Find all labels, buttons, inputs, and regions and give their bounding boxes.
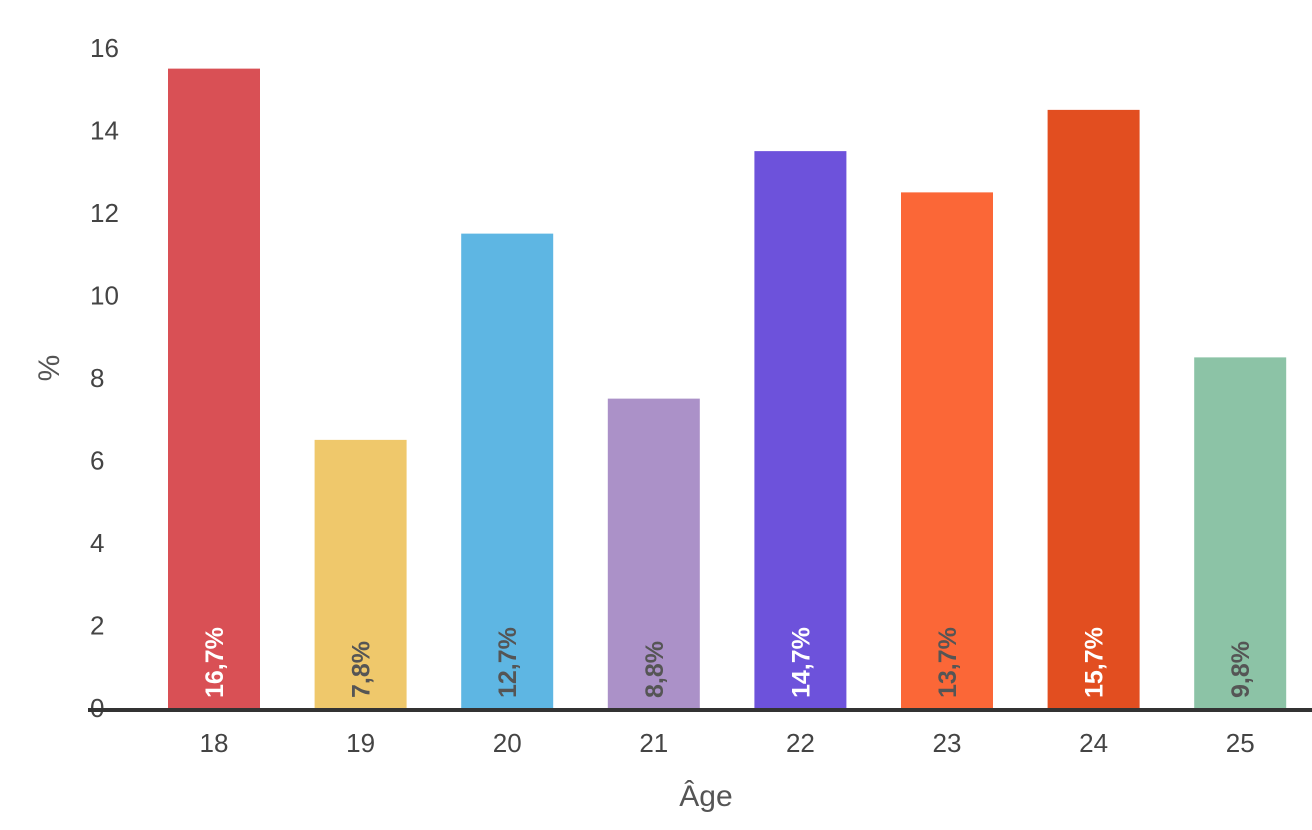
x-tick-label: 25 xyxy=(1226,728,1255,758)
bar-23 xyxy=(901,192,993,708)
x-tick-label: 18 xyxy=(200,728,229,758)
x-tick-label: 20 xyxy=(493,728,522,758)
y-axis-ticks: 0246810121416 xyxy=(90,33,119,723)
bars-group xyxy=(168,68,1287,708)
y-tick-label: 4 xyxy=(90,528,104,558)
data-labels-group: 16,7% 7,8% 12,7% 8,8% 14,7% 13,7% 15,7% 9,8% xyxy=(201,627,1255,698)
y-tick-label: 2 xyxy=(90,611,104,641)
bar-21 xyxy=(607,398,700,708)
bar-24 xyxy=(1047,109,1140,708)
bar-data-label: 7,8% xyxy=(348,641,376,698)
x-tick-label: 24 xyxy=(1079,728,1108,758)
bar-data-label: 12,7% xyxy=(494,627,522,698)
x-tick-label: 22 xyxy=(786,728,815,758)
y-tick-label: 12 xyxy=(90,198,119,228)
y-tick-label: 14 xyxy=(90,116,119,146)
y-tick-label: 16 xyxy=(90,33,119,63)
bar-22 xyxy=(754,151,847,708)
bar-data-label: 16,7% xyxy=(201,627,229,698)
x-tick-label: 23 xyxy=(933,728,962,758)
bar-data-label: 9,8% xyxy=(1227,641,1255,698)
bar-data-label: 13,7% xyxy=(934,627,962,698)
y-tick-label: 10 xyxy=(90,281,119,311)
bar-25 xyxy=(1194,357,1287,708)
y-tick-label: 6 xyxy=(90,446,104,476)
bar-20 xyxy=(461,233,554,708)
x-axis-ticks: 18 19 20 21 22 23 24 25 xyxy=(200,728,1255,758)
x-axis-title: Âge xyxy=(679,780,732,813)
x-tick-label: 21 xyxy=(639,728,668,758)
x-tick-label: 19 xyxy=(346,728,375,758)
bar-data-label: 8,8% xyxy=(641,641,669,698)
y-tick-label: 8 xyxy=(90,363,104,393)
y-axis-title: % xyxy=(33,355,66,382)
bar-data-label: 15,7% xyxy=(1081,627,1109,698)
bar-18 xyxy=(168,68,260,708)
bar-data-label: 14,7% xyxy=(787,627,815,698)
bar-19 xyxy=(314,439,407,708)
